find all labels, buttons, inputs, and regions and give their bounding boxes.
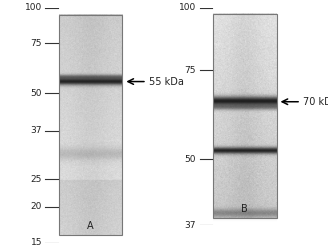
Text: 55 kDa: 55 kDa xyxy=(149,76,184,86)
Bar xyxy=(213,14,277,218)
Text: 75: 75 xyxy=(185,66,196,75)
Text: 37: 37 xyxy=(185,220,196,230)
Text: 20: 20 xyxy=(31,202,42,211)
Text: A: A xyxy=(87,221,94,231)
Text: 100: 100 xyxy=(179,3,196,12)
Text: 100: 100 xyxy=(25,3,42,12)
Text: 15: 15 xyxy=(31,238,42,247)
Text: 70 kDa: 70 kDa xyxy=(303,97,328,107)
Text: B: B xyxy=(241,204,248,214)
Text: 75: 75 xyxy=(31,39,42,48)
Text: 37: 37 xyxy=(31,126,42,135)
Text: 50: 50 xyxy=(185,155,196,164)
Text: 25: 25 xyxy=(31,175,42,184)
Text: 50: 50 xyxy=(31,89,42,98)
Bar xyxy=(59,14,122,235)
